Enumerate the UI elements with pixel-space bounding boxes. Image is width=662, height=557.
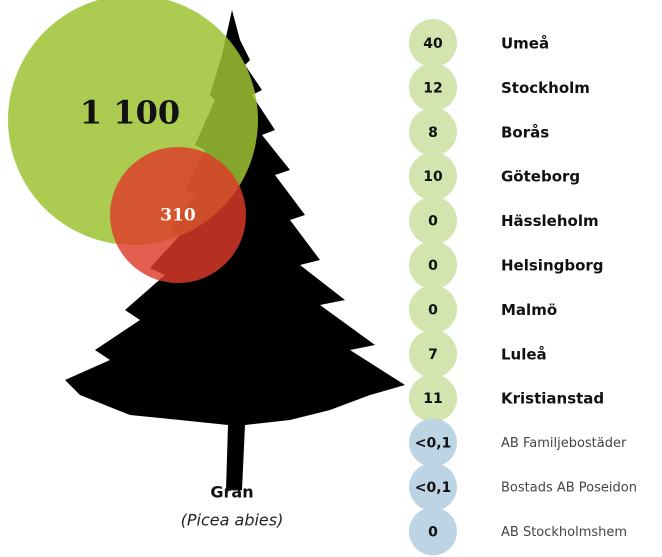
row-name: Helsingborg: [501, 257, 604, 275]
row-name: Hässleholm: [501, 212, 599, 230]
row-value: 7: [428, 347, 438, 363]
row-value: 40: [423, 36, 443, 52]
row-value: 11: [423, 391, 442, 407]
row-name: Kristianstad: [501, 390, 604, 408]
small-bubble-label: 310: [160, 206, 196, 226]
row-name: Malmö: [501, 301, 557, 319]
row-name: AB Stockholmshem: [501, 525, 627, 540]
row-name: AB Familjebostäder: [501, 436, 627, 451]
row-name: Borås: [501, 123, 549, 141]
row-name: Göteborg: [501, 168, 580, 186]
row-name: Stockholm: [501, 79, 590, 97]
row-value: 0: [428, 302, 438, 318]
tree-name: Gran: [210, 483, 253, 502]
row-name: Umeå: [501, 35, 549, 53]
row-value: 0: [428, 524, 438, 540]
row-value: <0,1: [415, 436, 452, 452]
row-value: 8: [428, 125, 438, 141]
tree-latin: (Picea abies): [181, 511, 284, 530]
row-value: 10: [423, 169, 443, 185]
row-value: <0,1: [415, 480, 452, 496]
row-value: 12: [423, 80, 442, 96]
infographic: 1 100 310 Gran (Picea abies) 40 Umeå 12 Sto…: [0, 0, 662, 557]
large-bubble-label: 1 100: [80, 94, 180, 132]
row-value: 0: [428, 258, 438, 274]
row-name: Luleå: [501, 345, 547, 363]
row-name: Bostads AB Poseidon: [501, 481, 637, 496]
row-value: 0: [428, 214, 438, 230]
list: 40 Umeå 12 Stockholm 8 Borås 10 Göteborg 0 Hässle…: [409, 19, 637, 555]
